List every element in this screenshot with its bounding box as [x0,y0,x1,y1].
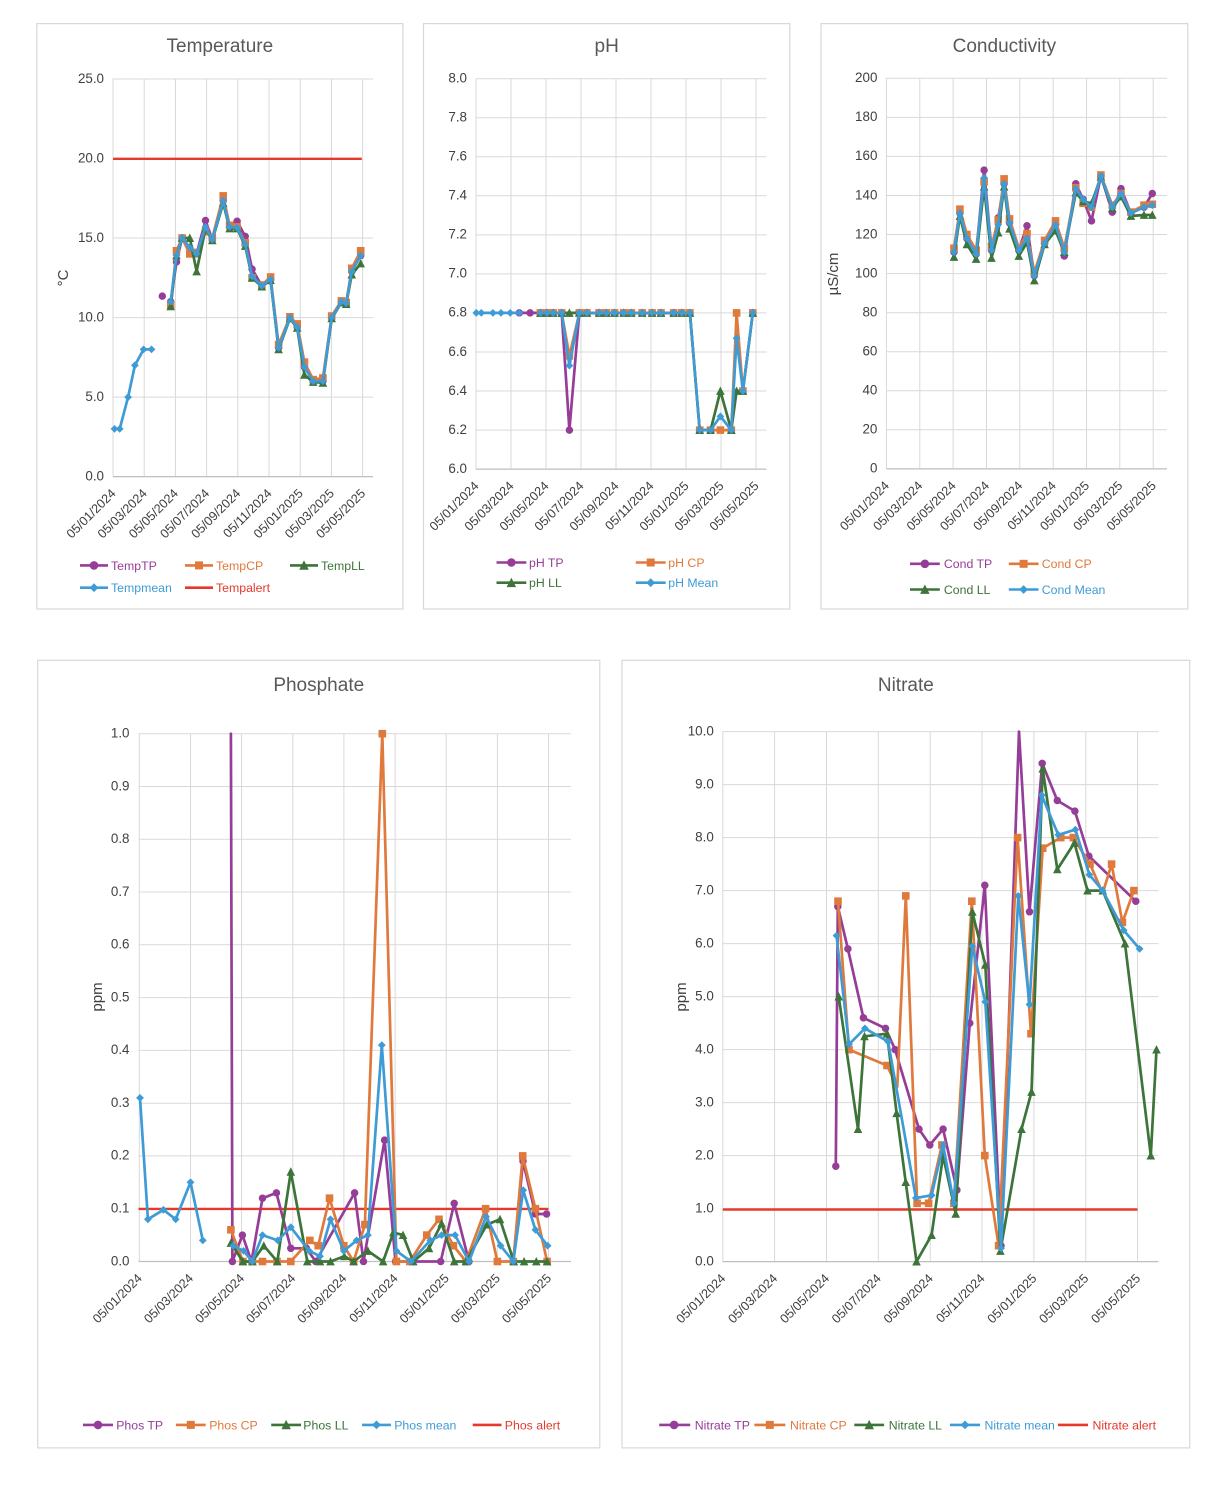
svg-text:0.0: 0.0 [85,468,104,483]
svg-text:8.0: 8.0 [448,71,467,86]
svg-text:7.0: 7.0 [448,266,467,281]
svg-text:0.3: 0.3 [111,1095,130,1110]
svg-text:0.8: 0.8 [111,831,130,846]
svg-text:15.0: 15.0 [78,230,104,245]
svg-text:Nitrate TP: Nitrate TP [695,1418,750,1432]
svg-text:0.7: 0.7 [111,884,130,899]
svg-text:25.0: 25.0 [78,71,104,86]
svg-text:Cond TP: Cond TP [944,557,992,571]
svg-text:ppm: ppm [89,982,106,1011]
svg-text:Tempalert: Tempalert [216,581,271,595]
svg-text:Nitrate CP: Nitrate CP [790,1418,847,1432]
svg-text:60: 60 [862,344,877,359]
svg-text:80: 80 [862,305,877,320]
svg-text:0: 0 [870,461,877,476]
svg-text:0.4: 0.4 [111,1042,130,1057]
svg-text:0.0: 0.0 [111,1253,130,1268]
svg-text:160: 160 [855,148,877,163]
svg-text:6.0: 6.0 [448,461,467,476]
svg-text:7.0: 7.0 [695,882,714,897]
svg-text:6.4: 6.4 [448,383,467,398]
svg-text:0.2: 0.2 [111,1148,130,1163]
svg-text:2.0: 2.0 [695,1147,714,1162]
svg-text:pH: pH [595,36,619,57]
svg-text:6.0: 6.0 [695,935,714,950]
svg-text:20: 20 [862,422,877,437]
svg-text:pH Mean: pH Mean [668,576,718,590]
svg-text:0.9: 0.9 [111,778,130,793]
svg-text:100: 100 [855,265,877,280]
svg-text:10.0: 10.0 [78,309,104,324]
svg-text:Phos TP: Phos TP [116,1418,163,1432]
svg-text:0.1: 0.1 [111,1201,130,1216]
svg-text:°C: °C [55,269,72,286]
svg-text:1.0: 1.0 [111,726,130,741]
svg-text:180: 180 [855,109,877,124]
svg-text:Conductivity: Conductivity [953,36,1057,57]
svg-text:Cond CP: Cond CP [1042,557,1092,571]
svg-text:Phos alert: Phos alert [505,1418,561,1432]
svg-text:Phos mean: Phos mean [394,1418,456,1432]
svg-text:TempLL: TempLL [321,559,365,573]
svg-text:0.5: 0.5 [111,989,130,1004]
svg-text:Cond LL: Cond LL [944,583,991,597]
svg-text:7.8: 7.8 [448,110,467,125]
svg-text:7.2: 7.2 [448,227,467,242]
svg-text:Cond Mean: Cond Mean [1042,583,1106,597]
svg-text:6.6: 6.6 [448,344,467,359]
svg-text:Phosphate: Phosphate [273,675,364,696]
svg-text:8.0: 8.0 [695,829,714,844]
svg-text:pH CP: pH CP [668,556,704,570]
svg-text:µS/cm: µS/cm [825,253,842,296]
svg-text:TempTP: TempTP [111,559,157,573]
svg-text:40: 40 [862,383,877,398]
svg-text:0.0: 0.0 [695,1253,714,1268]
svg-text:Temperature: Temperature [167,36,274,57]
svg-text:Nitrate alert: Nitrate alert [1093,1418,1157,1432]
svg-text:3.0: 3.0 [695,1094,714,1109]
svg-text:Nitrate LL: Nitrate LL [889,1418,942,1432]
svg-text:ppm: ppm [673,982,690,1011]
svg-text:TempCP: TempCP [216,559,263,573]
svg-text:Nitrate mean: Nitrate mean [985,1418,1056,1432]
svg-text:6.2: 6.2 [448,422,467,437]
svg-text:200: 200 [855,70,877,85]
svg-text:20.0: 20.0 [78,150,104,165]
svg-text:5.0: 5.0 [85,389,104,404]
svg-text:7.6: 7.6 [448,149,467,164]
svg-text:Nitrate: Nitrate [878,675,934,696]
svg-text:Phos CP: Phos CP [209,1418,258,1432]
svg-text:pH LL: pH LL [529,576,562,590]
svg-text:120: 120 [855,226,877,241]
svg-text:4.0: 4.0 [695,1041,714,1056]
svg-text:1.0: 1.0 [695,1200,714,1215]
svg-text:5.0: 5.0 [695,988,714,1003]
svg-text:9.0: 9.0 [695,776,714,791]
svg-text:pH TP: pH TP [529,556,564,570]
svg-text:140: 140 [855,187,877,202]
svg-text:7.4: 7.4 [448,188,467,203]
svg-text:6.8: 6.8 [448,305,467,320]
svg-text:0.6: 0.6 [111,937,130,952]
svg-text:Tempmean: Tempmean [111,581,172,595]
svg-text:Phos LL: Phos LL [303,1418,348,1432]
svg-text:10.0: 10.0 [688,723,714,738]
